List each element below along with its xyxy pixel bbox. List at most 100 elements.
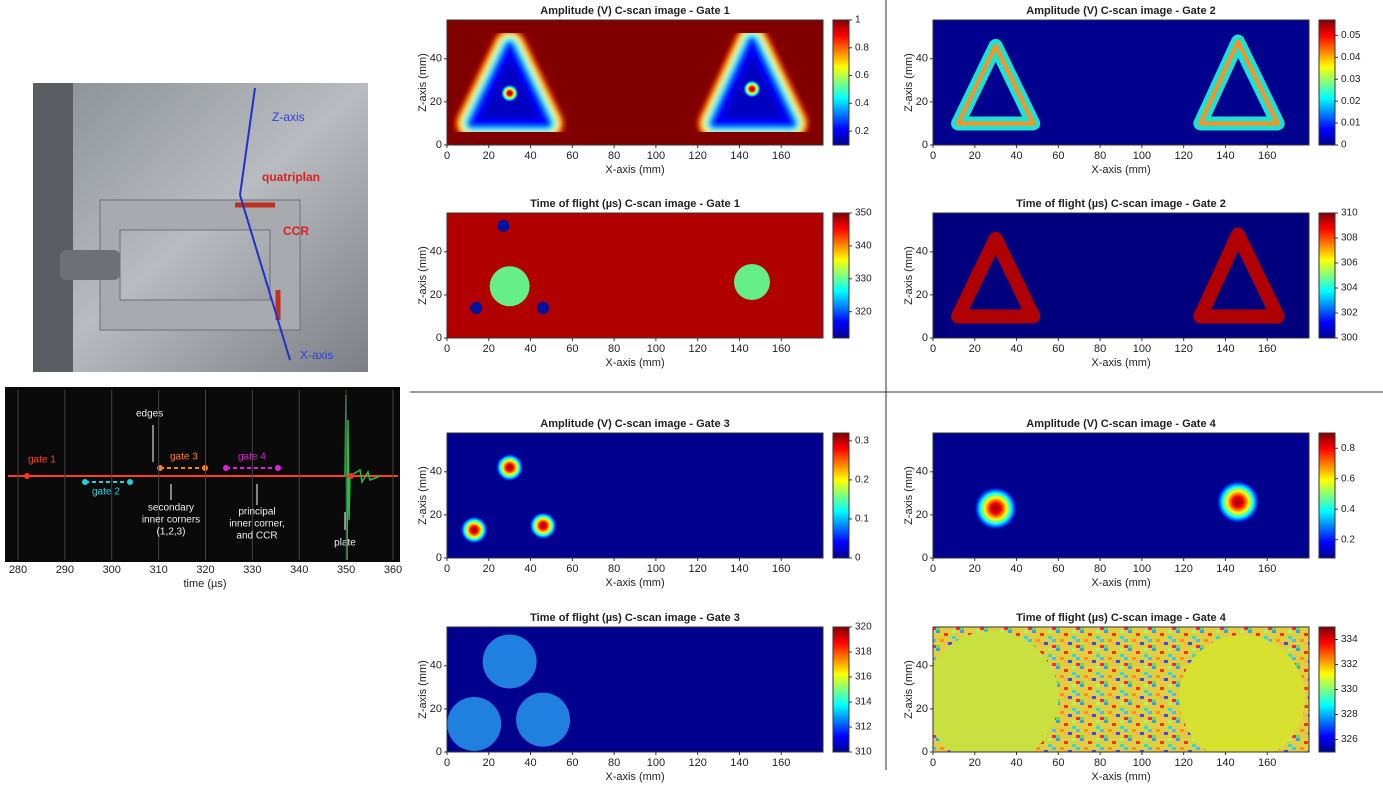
x-tick-label: 0 <box>444 150 450 162</box>
cscan-panel: Time of flight (µs) C-scan image - Gate … <box>903 198 1358 369</box>
y-axis-label: Z-axis (mm) <box>903 466 915 525</box>
y-tick-label: 0 <box>436 746 442 758</box>
x-tick-label: 100 <box>647 343 665 355</box>
heatmap <box>447 213 823 338</box>
x-tick-label: 60 <box>1052 757 1064 769</box>
x-tick-label: 40 <box>524 150 536 162</box>
heatmap-feature <box>956 43 1036 126</box>
y-tick-label: 0 <box>922 332 928 344</box>
y-axis-label: Z-axis (mm) <box>417 466 429 525</box>
colorbar-tick-label: 0.03 <box>1341 74 1361 85</box>
y-tick-label: 0 <box>436 139 442 151</box>
colorbar-tick-label: 312 <box>855 722 872 733</box>
y-axis-label: Z-axis (mm) <box>903 53 915 112</box>
colorbar-tick-label: 0.02 <box>1341 96 1361 107</box>
panel-title: Amplitude (V) C-scan image - Gate 1 <box>540 5 729 17</box>
x-tick-label: 100 <box>1133 757 1151 769</box>
colorbar-tick-label: 0.4 <box>1341 504 1355 515</box>
plot-frame <box>446 432 824 559</box>
heatmap-feature <box>447 696 502 751</box>
annotation: principal <box>238 507 275 518</box>
x-axis-label: X-axis (mm) <box>605 357 664 369</box>
y-tick-label: 40 <box>916 660 928 672</box>
x-tick-label: 280 <box>9 564 27 576</box>
y-axis-label: Z-axis (mm) <box>417 246 429 305</box>
x-tick-label: 40 <box>524 343 536 355</box>
heatmap-feature <box>973 486 1018 531</box>
y-tick-label: 20 <box>916 289 928 301</box>
x-tick-label: 20 <box>483 343 495 355</box>
x-tick-label: 300 <box>103 564 121 576</box>
colorbar-tick-label: 330 <box>855 273 872 284</box>
heatmap <box>933 20 1309 145</box>
x-tick-label: 330 <box>243 564 261 576</box>
x-tick-label: 60 <box>1052 150 1064 162</box>
x-tick-label: 160 <box>772 757 790 769</box>
colorbar-tick-label: 0 <box>1341 140 1347 151</box>
x-tick-label: 80 <box>1094 757 1106 769</box>
annotation: inner corner, <box>229 519 285 530</box>
x-tick-label: 0 <box>444 343 450 355</box>
x-tick-label: 0 <box>930 757 936 769</box>
x-tick-label: 160 <box>772 150 790 162</box>
colorbar <box>832 432 850 559</box>
colorbar <box>1318 212 1336 339</box>
y-tick-label: 40 <box>916 53 928 65</box>
y-tick-label: 0 <box>922 552 928 564</box>
colorbar-tick-label: 0.6 <box>855 70 869 81</box>
cscan-panel: Time of flight (µs) C-scan image - Gate … <box>417 612 872 783</box>
colorbar-tick-label: 330 <box>1341 684 1358 695</box>
y-tick-label: 20 <box>430 96 442 108</box>
x-tick-label: 290 <box>56 564 74 576</box>
x-tick-label: 80 <box>608 563 620 575</box>
x-tick-label: 20 <box>969 757 981 769</box>
colorbar-tick-label: 318 <box>855 647 872 658</box>
x-tick-label: 60 <box>566 757 578 769</box>
x-tick-label: 100 <box>647 150 665 162</box>
annotation: plate <box>334 538 356 549</box>
colorbar-tick-label: 0.05 <box>1341 30 1361 41</box>
colorbar-tick-label: 308 <box>1341 233 1358 244</box>
heatmap-feature <box>516 692 571 747</box>
cscan-panel: Amplitude (V) C-scan image - Gate 1 0 20 40… <box>417 5 869 176</box>
y-axis-label: Z-axis (mm) <box>417 53 429 112</box>
plot-frame <box>932 432 1310 559</box>
colorbar-tick-label: 0.04 <box>1341 52 1361 63</box>
heatmap-feature <box>470 301 483 314</box>
x-tick-label: 120 <box>1174 757 1192 769</box>
cscan-panel: Time of flight (µs) C-scan image - Gate … <box>903 612 1358 783</box>
panel-title: Amplitude (V) C-scan image - Gate 4 <box>1026 418 1216 430</box>
colorbar-tick-label: 326 <box>1341 734 1358 745</box>
panel-title: Time of flight (µs) C-scan image - Gate … <box>530 198 740 210</box>
x-tick-label: 20 <box>483 563 495 575</box>
y-tick-label: 40 <box>430 466 442 478</box>
colorbar <box>832 212 850 339</box>
x-tick-label: 80 <box>608 343 620 355</box>
colorbar-tick-label: 340 <box>855 241 872 252</box>
colorbar <box>1318 19 1336 146</box>
x-tick-label: 0 <box>444 563 450 575</box>
x-tick-label: 120 <box>688 343 706 355</box>
panel-title: Time of flight (µs) C-scan image - Gate … <box>530 612 740 624</box>
colorbar-tick-label: 328 <box>1341 709 1358 720</box>
panel-title: Amplitude (V) C-scan image - Gate 2 <box>1026 5 1215 17</box>
x-tick-label: 0 <box>930 343 936 355</box>
y-tick-label: 0 <box>436 332 442 344</box>
photo-label: Z-axis <box>272 110 305 124</box>
x-tick-label: 20 <box>483 757 495 769</box>
y-axis-label: Z-axis (mm) <box>417 660 429 719</box>
x-tick-label: 60 <box>566 343 578 355</box>
heatmap-feature <box>1193 227 1285 324</box>
x-tick-label: 40 <box>1010 343 1022 355</box>
annotation: inner corners <box>142 515 200 526</box>
photo-label: quatriplan <box>262 170 320 184</box>
colorbar-tick-label: 310 <box>1341 208 1358 219</box>
gate-label: gate 1 <box>28 455 56 466</box>
x-axis-label: X-axis (mm) <box>1091 577 1150 589</box>
x-axis-label: X-axis (mm) <box>1091 164 1150 176</box>
x-axis-label: X-axis (mm) <box>605 577 664 589</box>
plot-frame <box>932 212 1310 339</box>
colorbar-tick-label: 332 <box>1341 659 1358 670</box>
x-tick-label: 0 <box>444 757 450 769</box>
colorbar-tick-label: 0.2 <box>855 126 869 137</box>
